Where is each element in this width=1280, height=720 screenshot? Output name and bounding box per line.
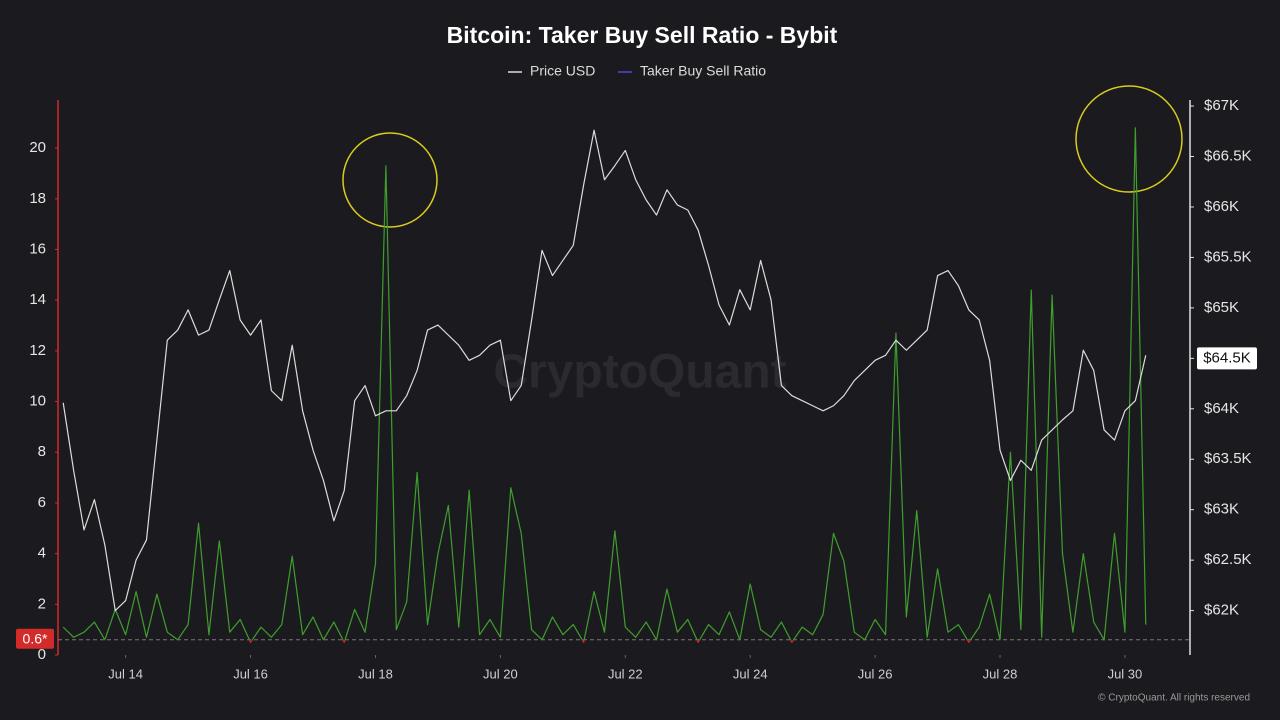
y-tick-label: 4 <box>38 545 46 562</box>
y-tick-label: 18 <box>29 190 46 207</box>
y2-tick-label: $65.5K <box>1204 248 1252 265</box>
credit: © CryptoQuant. All rights reserved <box>1098 693 1250 704</box>
y-tick-label: 20 <box>29 139 46 156</box>
y-tick-label: 16 <box>29 240 46 257</box>
x-tick-label: Jul 14 <box>108 666 143 681</box>
highlight-circle <box>342 132 438 228</box>
price-line <box>62 129 1147 612</box>
y-tick-label: 0 <box>38 646 46 663</box>
x-tick-label: Jul 18 <box>358 666 393 681</box>
threshold-label: 0.6* <box>23 630 48 646</box>
x-tick-label: Jul 30 <box>1108 666 1143 681</box>
y-tick-label: 10 <box>29 393 46 410</box>
y2-tick-label: $64K <box>1204 400 1239 417</box>
y2-tick-label: $62K <box>1204 602 1239 619</box>
price-badge-label: $64.5K <box>1203 349 1251 366</box>
y2-tick-label: $65K <box>1204 299 1239 316</box>
y2-tick-label: $62.5K <box>1204 551 1252 568</box>
x-tick-label: Jul 28 <box>983 666 1018 681</box>
highlight-circle <box>1075 85 1183 193</box>
x-tick-label: Jul 24 <box>733 666 768 681</box>
y-tick-label: 8 <box>38 443 46 460</box>
x-tick-label: Jul 20 <box>483 666 518 681</box>
chart-title: Bitcoin: Taker Buy Sell Ratio - Bybit <box>447 22 838 48</box>
y2-tick-label: $67K <box>1204 97 1239 114</box>
y2-tick-label: $63K <box>1204 501 1239 518</box>
y-tick-label: 12 <box>29 342 46 359</box>
threshold-badge <box>16 628 54 649</box>
y-tick-label: 14 <box>29 291 46 308</box>
y2-tick-label: $66.5K <box>1204 147 1252 164</box>
x-tick-label: Jul 16 <box>233 666 268 681</box>
legend-label: Taker Buy Sell Ratio <box>640 63 766 79</box>
price-badge <box>1197 347 1257 370</box>
y2-tick-label: $63.5K <box>1204 450 1252 467</box>
watermark: CryptoQuant <box>493 346 786 399</box>
x-tick-label: Jul 22 <box>608 666 643 681</box>
y2-tick-label: $66K <box>1204 198 1239 215</box>
y-tick-label: 2 <box>38 595 46 612</box>
legend-label: Price USD <box>530 63 595 79</box>
y-tick-label: 6 <box>38 494 46 511</box>
ratio-line-above <box>62 127 1147 640</box>
x-tick-label: Jul 26 <box>858 666 893 681</box>
